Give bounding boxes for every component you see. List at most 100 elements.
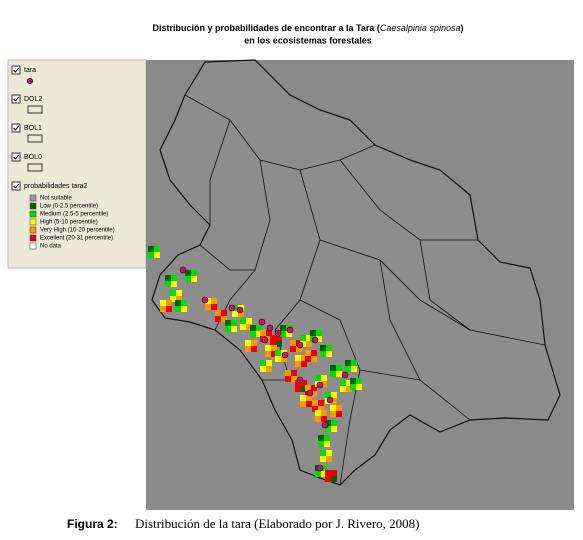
- cell: [340, 380, 346, 386]
- cell: [326, 456, 332, 462]
- cell: [231, 326, 237, 332]
- cell: [266, 336, 272, 342]
- cell: [266, 360, 272, 366]
- cell: [225, 326, 231, 332]
- cell: [305, 385, 311, 391]
- cell: [296, 346, 302, 352]
- caption-label: Figura 2:: [67, 517, 118, 531]
- cell: [321, 410, 327, 416]
- cell: [285, 376, 291, 382]
- cell: [306, 401, 312, 407]
- class-swatch: [29, 234, 37, 242]
- cell: [331, 470, 337, 476]
- cell: [326, 450, 332, 456]
- tara-point: [228, 304, 236, 312]
- cell: [324, 441, 330, 447]
- cell: [280, 325, 286, 331]
- cell: [330, 365, 336, 371]
- cell: [245, 346, 251, 352]
- cell: [246, 318, 252, 324]
- cell: [275, 350, 281, 356]
- cell: [325, 426, 331, 432]
- tara-point: [274, 329, 282, 337]
- caption-text: Distribución de la tara (Elaborado por J…: [135, 516, 419, 531]
- tara-point: [261, 336, 269, 344]
- cell: [318, 435, 324, 441]
- tara-point: [296, 341, 304, 349]
- cell: [318, 406, 324, 412]
- cell: [350, 384, 356, 390]
- checkbox: [11, 181, 21, 191]
- cell: [350, 378, 356, 384]
- cell: [148, 252, 154, 258]
- cell: [176, 296, 182, 302]
- checkbox: [11, 152, 21, 162]
- class-swatch: [29, 242, 37, 250]
- cell: [301, 380, 307, 386]
- cell: [270, 335, 276, 341]
- cell: [295, 361, 301, 367]
- cell: [185, 270, 191, 276]
- cell: [170, 290, 176, 296]
- cell: [221, 310, 227, 316]
- cell: [225, 320, 231, 326]
- cell: [266, 366, 272, 372]
- cell: [301, 386, 307, 392]
- cell: [250, 325, 256, 331]
- tara-point: [201, 296, 209, 304]
- class-swatch: [29, 202, 37, 210]
- checkmark: [13, 96, 19, 102]
- class-label: High (5-10 percentile): [40, 220, 98, 226]
- cell: [280, 331, 286, 337]
- cell: [291, 370, 297, 376]
- layer-label: probabilidades tara2: [24, 183, 88, 190]
- legend: tara DOL2 BOL1 BOL0 probabilidades tara2 Not …: [11, 65, 115, 250]
- cell: [321, 381, 327, 387]
- cell: [321, 471, 327, 477]
- cell: [300, 395, 306, 401]
- cell: [326, 351, 332, 357]
- cell: [154, 252, 160, 258]
- cell: [175, 306, 181, 312]
- cell: [336, 411, 342, 417]
- tara-point: [296, 376, 304, 384]
- class-label: Medium (2.5-5 percentile): [40, 212, 108, 218]
- cell: [315, 471, 321, 477]
- cell: [312, 406, 318, 412]
- cell: [276, 341, 282, 347]
- title-species: Caesalpinia spinosa: [380, 23, 461, 33]
- cell: [205, 304, 211, 310]
- class-label: Excellent (20-31 percentile): [40, 236, 113, 242]
- border: [419, 239, 471, 331]
- border: [339, 159, 478, 241]
- class-swatch: [29, 218, 37, 226]
- cell: [306, 335, 312, 341]
- cell: [336, 365, 342, 371]
- checkbox: [11, 94, 21, 104]
- cell: [171, 275, 177, 281]
- cell: [291, 376, 297, 382]
- checkbox: [11, 65, 21, 75]
- cell: [240, 318, 246, 324]
- cell: [251, 340, 257, 346]
- class-swatch: [29, 210, 37, 218]
- tara-point: [326, 396, 334, 404]
- cell: [215, 310, 221, 316]
- cell: [325, 420, 331, 426]
- cell: [331, 392, 337, 398]
- cell: [281, 356, 287, 362]
- tara-point: [316, 464, 324, 472]
- cell: [191, 276, 197, 282]
- cell: [321, 375, 327, 381]
- cell: [320, 456, 326, 462]
- cell: [330, 405, 336, 411]
- layer-symbol: [27, 105, 43, 114]
- cell: [250, 331, 256, 337]
- cell: [336, 371, 342, 377]
- cell: [311, 391, 317, 397]
- cell: [301, 355, 307, 361]
- cell: [331, 420, 337, 426]
- cell: [326, 345, 332, 351]
